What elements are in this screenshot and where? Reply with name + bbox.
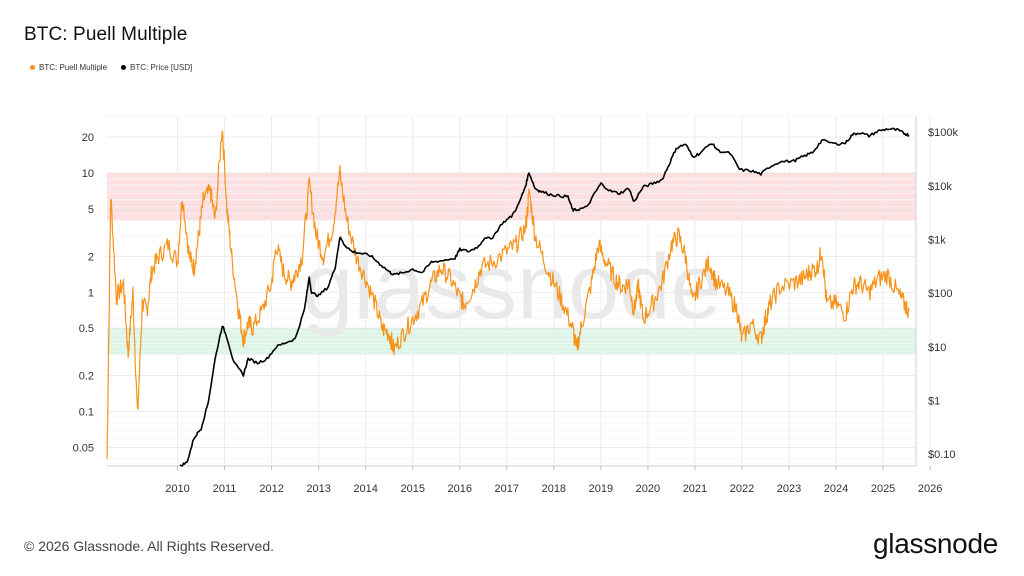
legend-item-puell[interactable]: BTC: Puell Multiple	[30, 63, 107, 72]
x-tick-label: 2013	[306, 483, 330, 495]
y-right-tick-label: $10k	[928, 181, 952, 193]
y-left-tick-label: 0.1	[79, 407, 94, 419]
chart-area[interactable]: glassnode 2010 2011 2012 2013 2014 2015 2016 20…	[0, 0, 1024, 520]
x-tick-label: 2018	[542, 483, 566, 495]
series-lines	[106, 127, 910, 467]
x-tick-label: 2025	[871, 483, 895, 495]
x-tick-label: 2012	[259, 483, 283, 495]
legend-label-puell: BTC: Puell Multiple	[39, 63, 108, 72]
y-left-tick-label: 5	[88, 204, 94, 216]
legend-label-price: BTC: Price [USD]	[130, 63, 193, 72]
y-axis-right: $100k $10k $1k $100 $10 $1 $0.10	[928, 127, 958, 461]
y-left-tick-label: 10	[82, 168, 94, 180]
x-tick-label: 2010	[165, 483, 189, 495]
chart-title: BTC: Puell Multiple	[24, 24, 188, 45]
x-tick-label: 2021	[683, 483, 707, 495]
x-tick-label: 2020	[636, 483, 660, 495]
y-left-tick-label: 2	[88, 251, 94, 263]
gridlines	[107, 115, 931, 467]
legend: BTC: Puell Multiple BTC: Price [USD]	[30, 63, 192, 72]
band-red	[107, 172, 916, 221]
series-puell-line	[106, 130, 910, 460]
x-tick-label: 2014	[353, 483, 377, 495]
x-tick-label: 2015	[400, 483, 424, 495]
y-axis-left: 20 10 5 2 1 0.5 0.2 0.1 0.05	[73, 132, 94, 455]
glassnode-logo[interactable]: glassnode	[873, 528, 998, 559]
x-tick-label: 2011	[213, 483, 237, 495]
x-tick-label: 2024	[824, 483, 848, 495]
x-tick-label: 2016	[448, 483, 472, 495]
y-right-tick-label: $100	[928, 288, 952, 300]
x-tick-label: 2019	[589, 483, 613, 495]
y-right-tick-label: $0.10	[928, 449, 956, 461]
x-tick-label: 2026	[918, 483, 942, 495]
y-left-tick-label: 0.2	[79, 371, 94, 383]
y-left-tick-label: 0.05	[73, 443, 94, 455]
x-tick-label: 2022	[730, 483, 754, 495]
legend-dot-puell-icon	[30, 65, 35, 70]
x-tick-label: 2017	[495, 483, 519, 495]
y-left-tick-label: 20	[82, 132, 94, 144]
y-right-tick-label: $1k	[928, 234, 946, 246]
legend-dot-price-icon	[121, 65, 127, 70]
copyright: © 2026 Glassnode. All Rights Reserved.	[24, 538, 275, 554]
zone-bands	[107, 172, 916, 355]
legend-item-price[interactable]: BTC: Price [USD]	[121, 63, 192, 72]
y-right-tick-label: $100k	[928, 127, 958, 139]
y-left-tick-label: 0.5	[79, 323, 94, 335]
y-right-tick-label: $10	[928, 342, 946, 354]
y-left-tick-label: 1	[88, 287, 94, 299]
y-right-tick-label: $1	[928, 395, 940, 407]
series-price-line	[179, 127, 910, 467]
x-tick-label: 2023	[777, 483, 801, 495]
x-axis: 2010 2011 2012 2013 2014 2015 2016 2017 2018 2019…	[165, 466, 942, 495]
watermark: glassnode	[302, 236, 721, 338]
